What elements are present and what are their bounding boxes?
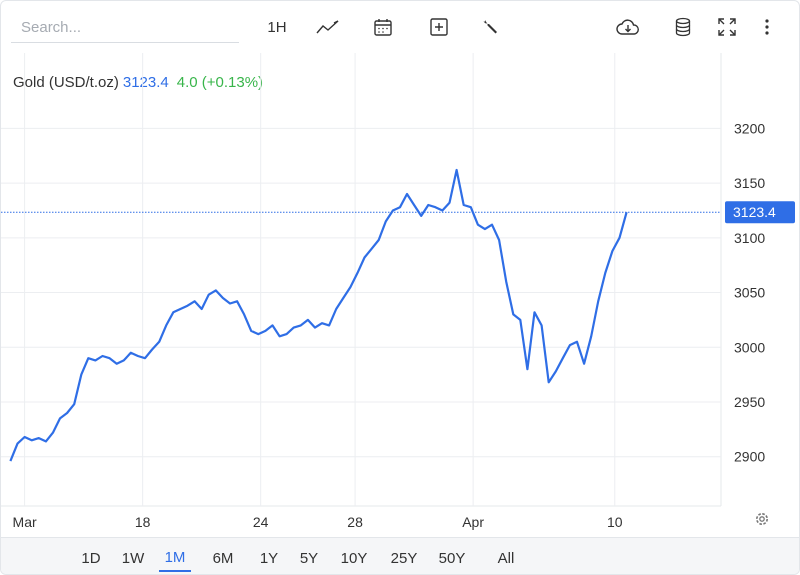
y-tick-label: 2900 [734, 449, 765, 465]
range-6m-button[interactable]: 6M [212, 550, 234, 567]
x-tick-label: 10 [607, 514, 623, 530]
search-input[interactable] [11, 13, 239, 43]
wrench-icon[interactable] [477, 13, 505, 41]
price-chart[interactable]: 2900 2950 3000 3050 3100 3150 3200 Mar 18 24 28 Ap… [1, 1, 800, 537]
cloud-download-icon[interactable] [613, 13, 643, 41]
calendar-icon[interactable] [369, 13, 397, 41]
last-price-marker [725, 201, 795, 224]
x-tick-label: 18 [135, 514, 151, 530]
y-axis: 2900 2950 3000 3050 3100 3150 3200 [734, 120, 765, 464]
interval-button[interactable]: 1H [267, 18, 287, 36]
last-price: 3123.4 [122, 74, 169, 91]
instrument-name: Gold (USD/t.oz) [13, 74, 119, 91]
y-tick-label: 2950 [734, 394, 765, 410]
range-1y-button[interactable]: 1Y [259, 550, 279, 567]
y-tick-label: 3050 [734, 285, 765, 301]
range-50y-button[interactable]: 50Y [438, 550, 466, 567]
range-5y-button[interactable]: 5Y [299, 550, 319, 567]
range-bar: 1D 1W 1M 6M 1Y 5Y 10Y 25Y 50Y All [1, 537, 799, 574]
expand-icon[interactable] [713, 13, 741, 41]
settings-gear-icon[interactable] [756, 513, 768, 525]
database-icon[interactable] [669, 13, 697, 41]
range-1w-button[interactable]: 1W [121, 550, 145, 567]
y-tick-label: 3100 [734, 230, 765, 246]
y-tick-label: 3200 [734, 120, 765, 136]
y-tick-label: 3000 [734, 339, 765, 355]
last-price-marker-label: 3123.4 [733, 204, 776, 220]
x-axis: Mar 18 24 28 Apr 10 [13, 514, 623, 530]
y-tick-label: 3150 [734, 175, 765, 191]
range-1d-button[interactable]: 1D [81, 550, 101, 567]
toolbar: 1H [1, 1, 799, 53]
x-tick-label: 28 [347, 514, 363, 530]
instrument-title: Gold (USD/t.oz) 3123.4 4.0 (+0.13%) [13, 74, 263, 91]
series-line [9, 168, 628, 462]
price-change: 4.0 (+0.13%) [176, 74, 264, 91]
range-10y-button[interactable]: 10Y [340, 550, 368, 567]
more-vertical-icon[interactable] [757, 13, 777, 41]
x-tick-label: 24 [253, 514, 269, 530]
line-chart-icon[interactable] [313, 13, 343, 41]
range-1m-button[interactable]: 1M [159, 545, 191, 572]
x-tick-label: Apr [462, 514, 484, 530]
x-tick-label: Mar [13, 514, 37, 530]
plus-square-icon[interactable] [425, 13, 453, 41]
range-25y-button[interactable]: 25Y [390, 550, 418, 567]
range-all-button[interactable]: All [497, 550, 515, 567]
chart-grid [1, 53, 722, 507]
